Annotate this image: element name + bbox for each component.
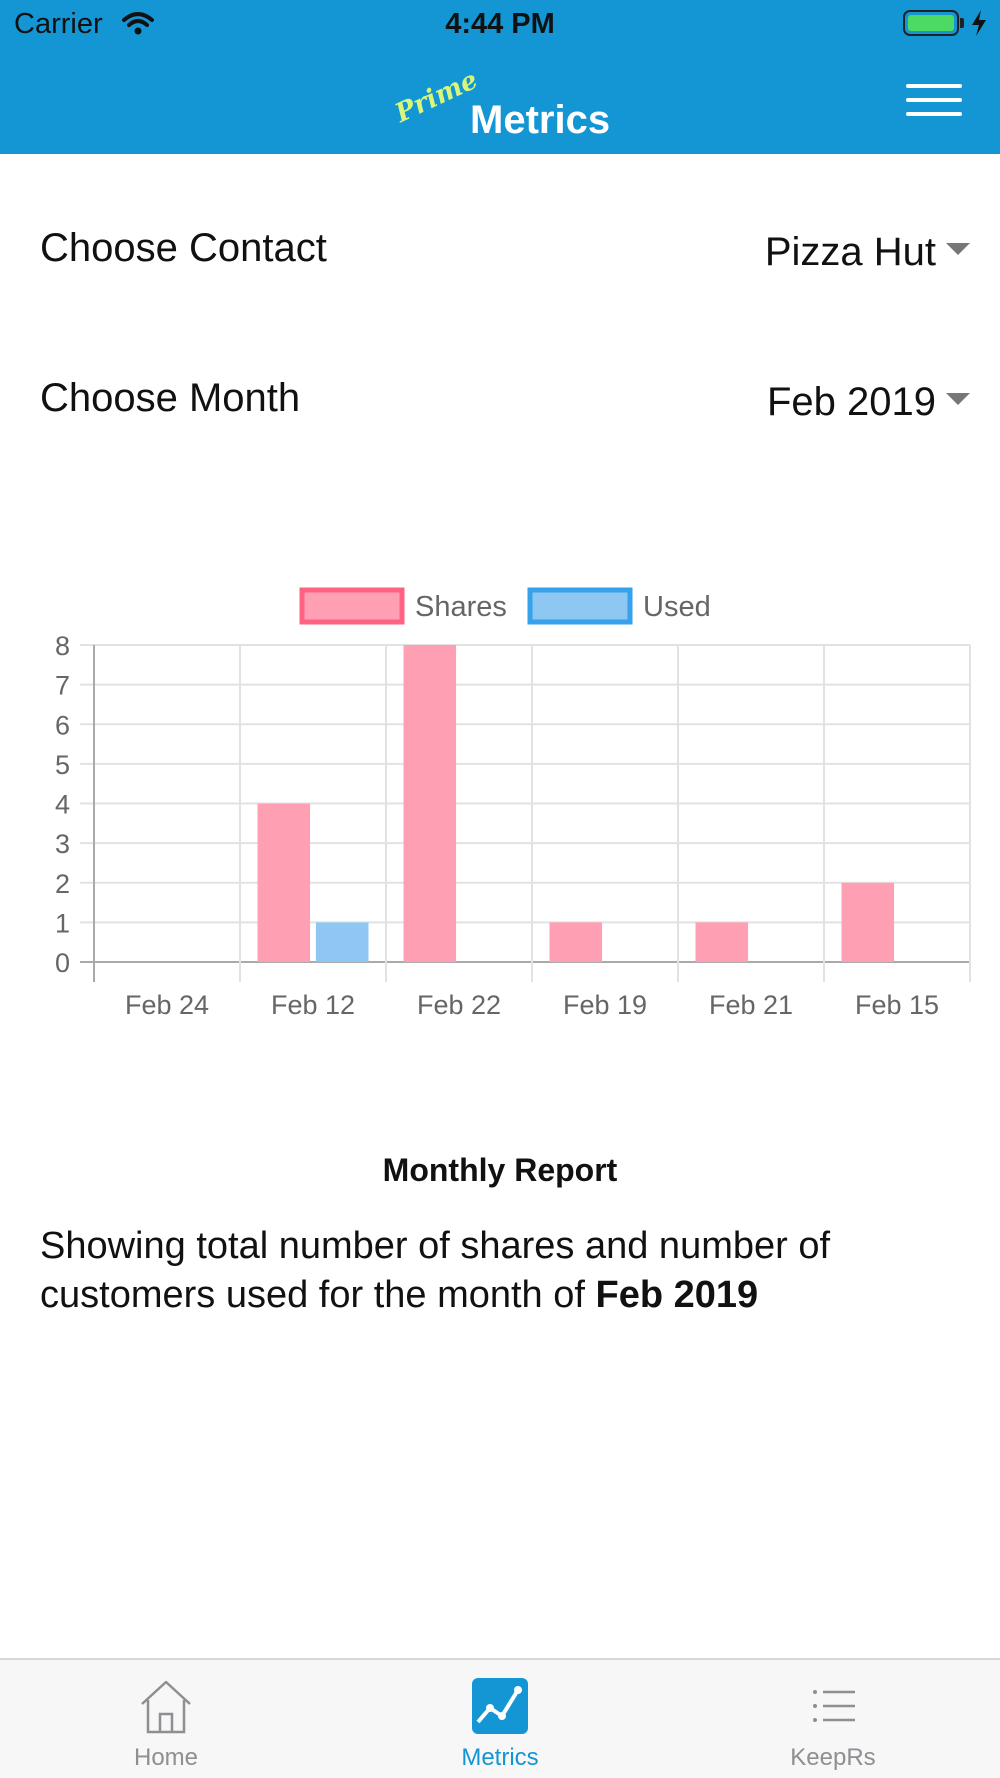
x-tick-label: Feb 24 — [125, 990, 209, 1020]
month-filter-row: Choose Month Feb 2019 — [40, 366, 970, 436]
tab-bar: Home Metrics KeepRs — [0, 1658, 1000, 1778]
legend-label: Shares — [415, 591, 507, 623]
bar-shares — [695, 922, 749, 962]
legend-label: Used — [643, 591, 711, 623]
prime-badge: Prime — [390, 64, 483, 130]
y-tick-label: 7 — [55, 671, 70, 701]
bar-chart-svg: Shares Used 0 1 2 3 4 5 6 7 8 Feb 24 Feb 12 Feb 22 Feb… — [55, 587, 971, 1020]
contact-label: Choose Contact — [40, 226, 327, 270]
month-picker[interactable]: Feb 2019 — [767, 372, 970, 432]
y-tick-label: 4 — [55, 790, 70, 820]
x-tick-label: Feb 21 — [709, 990, 793, 1020]
app-header: Carrier 4:44 PM Prime Metrics — [0, 0, 1000, 154]
bar-shares — [841, 882, 895, 962]
tab-home[interactable]: Home — [66, 1660, 266, 1778]
charging-icon — [970, 9, 988, 42]
tab-metrics-label: Metrics — [461, 1744, 539, 1771]
y-tick-label: 2 — [55, 869, 70, 899]
page-title: Metrics — [470, 98, 611, 142]
tab-metrics[interactable]: Metrics — [400, 1660, 600, 1778]
report-title: Monthly Report — [382, 1152, 618, 1188]
bar-used — [315, 922, 369, 962]
x-tick-label: Feb 22 — [417, 990, 501, 1020]
battery-nub — [960, 18, 964, 28]
caret-down-icon — [946, 393, 970, 405]
y-tick-label: 0 — [55, 948, 70, 978]
home-icon — [141, 1680, 191, 1734]
y-tick-label: 1 — [55, 908, 70, 938]
metrics-icon — [472, 1678, 528, 1734]
battery-icon — [903, 10, 959, 36]
report-description: Showing total number of shares and numbe… — [40, 1222, 940, 1320]
legend-swatch-0 — [299, 587, 405, 625]
shares-used-chart: Shares Used 0 1 2 3 4 5 6 7 8 Feb 24 Feb 12 Feb 22 Feb… — [0, 570, 1000, 1030]
status-time: 4:44 PM — [445, 8, 555, 40]
tab-keeprs-label: KeepRs — [790, 1744, 876, 1771]
bar-shares — [403, 645, 457, 962]
contact-picker[interactable]: Pizza Hut — [765, 222, 970, 282]
hamburger-menu-button[interactable] — [900, 80, 964, 120]
contact-picker-value: Pizza Hut — [764, 229, 936, 274]
wifi-icon — [122, 12, 154, 41]
tab-home-label: Home — [133, 1744, 199, 1771]
y-tick-label: 6 — [55, 710, 70, 740]
status-carrier: Carrier — [14, 8, 103, 40]
report-month: Feb 2019 — [595, 1274, 759, 1316]
tab-keeprs[interactable]: KeepRs — [733, 1660, 933, 1778]
contact-filter-row: Choose Contact Pizza Hut — [40, 216, 970, 286]
bar-shares — [257, 803, 311, 962]
y-tick-label: 5 — [55, 750, 70, 780]
list-icon — [813, 1690, 855, 1722]
x-tick-label: Feb 12 — [271, 990, 355, 1020]
x-tick-label: Feb 19 — [563, 990, 647, 1020]
caret-down-icon — [946, 243, 970, 255]
report-text-prefix: Showing total number of shares and numbe… — [40, 1225, 831, 1316]
bar-shares — [549, 922, 603, 962]
legend-swatch-1 — [527, 587, 633, 625]
y-tick-label: 8 — [55, 631, 70, 661]
month-label: Choose Month — [40, 376, 301, 420]
month-picker-value: Feb 2019 — [766, 379, 936, 424]
y-tick-label: 3 — [55, 829, 70, 859]
x-tick-label: Feb 15 — [855, 990, 939, 1020]
